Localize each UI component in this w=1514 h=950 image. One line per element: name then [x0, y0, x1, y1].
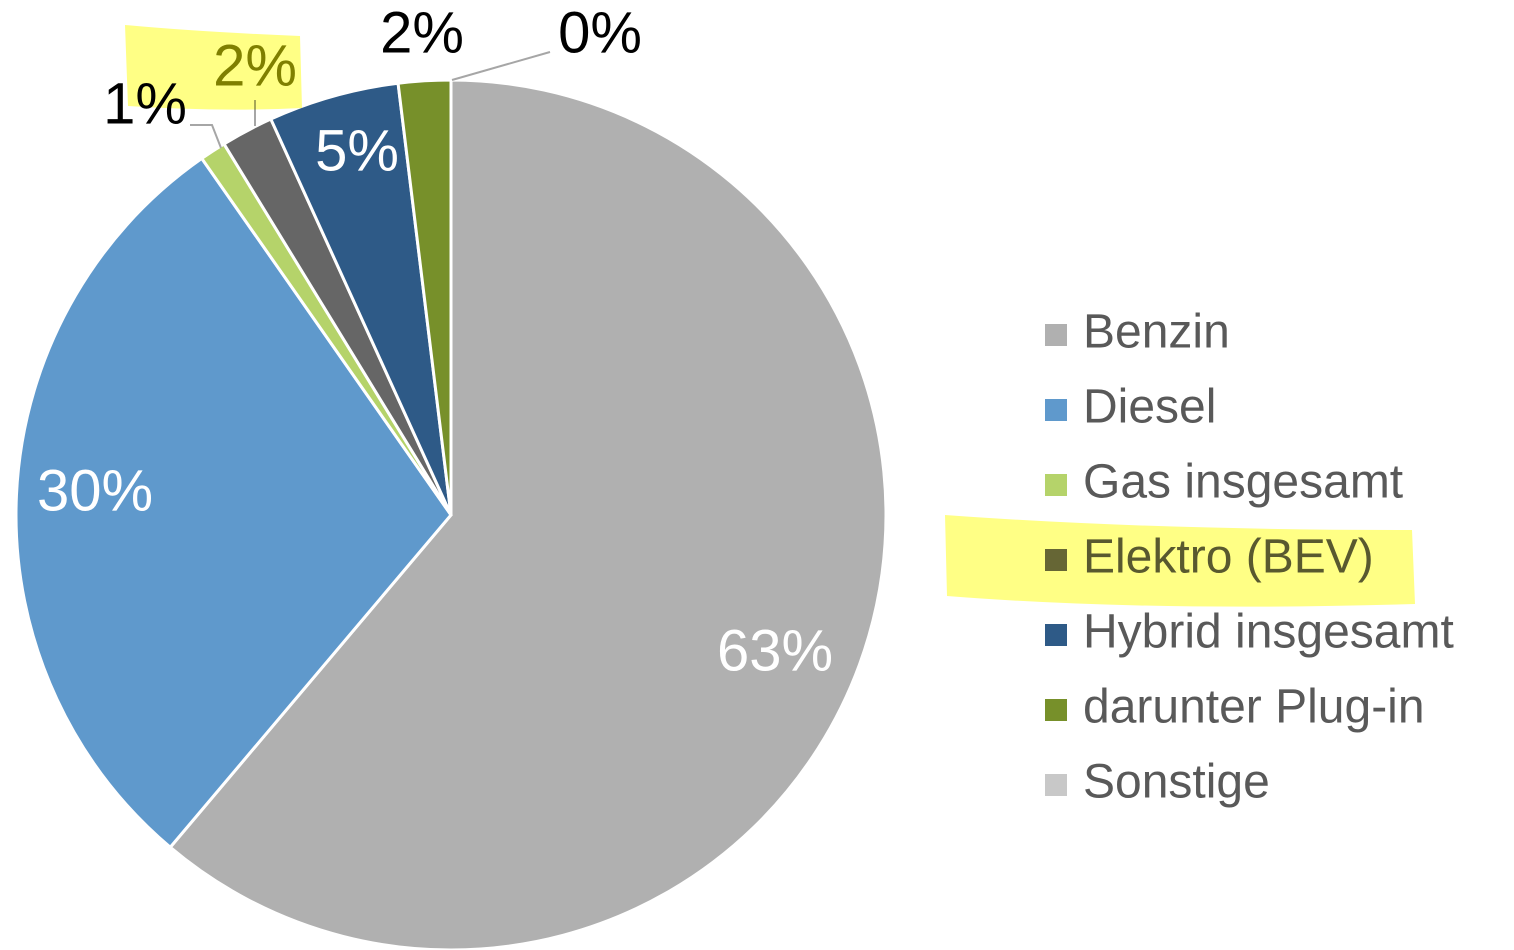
leader-line	[190, 124, 222, 149]
highlight	[945, 515, 1415, 607]
highlight	[125, 25, 302, 110]
legend-swatch	[1045, 699, 1067, 721]
pie	[14, 78, 888, 950]
data-label: 2%	[380, 0, 464, 65]
legend-swatch	[1045, 774, 1067, 796]
legend-label: Diesel	[1083, 381, 1216, 434]
leader-line	[451, 51, 551, 81]
data-label: 5%	[315, 118, 399, 183]
legend-swatch	[1045, 324, 1067, 346]
data-label: 0%	[558, 0, 642, 65]
pie-slice	[14, 156, 453, 850]
legend-label: Hybrid insgesamt	[1083, 606, 1454, 659]
data-label: 30%	[37, 458, 153, 523]
legend-label: darunter Plug-in	[1083, 681, 1425, 734]
legend-label: Sonstige	[1083, 756, 1270, 809]
legend-swatch	[1045, 474, 1067, 496]
legend-swatch	[1045, 624, 1067, 646]
legend-swatch	[1045, 399, 1067, 421]
legend-label: Benzin	[1083, 306, 1230, 359]
legend-label: Gas insgesamt	[1083, 456, 1403, 509]
highlights	[125, 25, 1415, 607]
pie-slice	[168, 78, 888, 950]
data-label: 63%	[717, 618, 833, 683]
